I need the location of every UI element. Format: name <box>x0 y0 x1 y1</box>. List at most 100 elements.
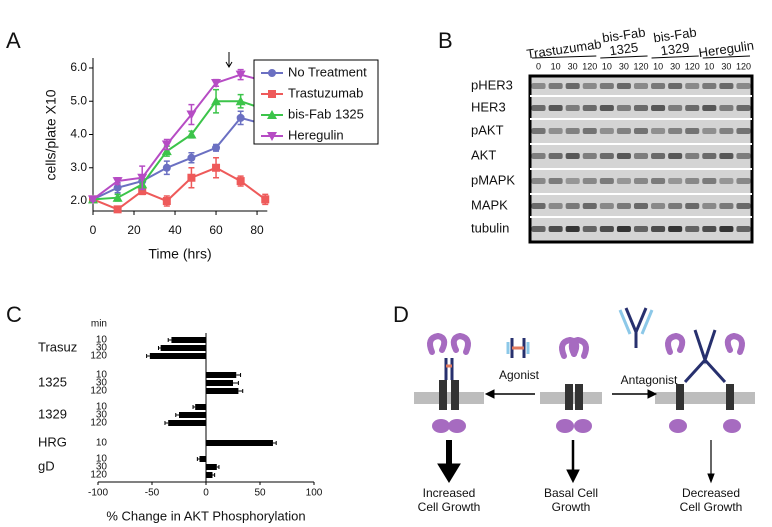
row-label: 10 <box>96 335 108 346</box>
marker <box>187 173 196 182</box>
band <box>531 226 546 232</box>
band <box>736 226 751 232</box>
band <box>633 178 649 184</box>
y-tick-label: 2.0 <box>70 193 87 207</box>
bar <box>199 456 206 462</box>
band <box>651 153 666 159</box>
membrane <box>655 392 755 404</box>
panel-b: pHER3 HER3 pAKT AKT pMAPK MAPK tubulin 0 10 30 120… <box>471 25 755 244</box>
outcome-label: Cell Growth <box>680 500 743 514</box>
outcome-label: Growth <box>552 500 591 514</box>
band <box>736 83 751 89</box>
band <box>548 178 563 184</box>
marker <box>112 192 123 202</box>
band <box>565 203 580 209</box>
y-tick-label: 5.0 <box>70 93 87 107</box>
row-label: 10 <box>96 454 108 465</box>
row-label: 10 <box>96 438 108 449</box>
marker <box>267 110 277 119</box>
row-label: 30 <box>96 378 108 389</box>
band <box>719 128 734 134</box>
bar <box>206 472 213 478</box>
legend-label: bis-Fab 1325 <box>288 106 364 121</box>
band <box>633 128 649 134</box>
bar <box>171 337 206 343</box>
band <box>702 128 717 134</box>
treatment-label: 1325 <box>608 40 639 59</box>
band <box>685 203 700 209</box>
y-tick-label: 3.0 <box>70 160 87 174</box>
band <box>548 105 563 111</box>
x-tick-label: 60 <box>209 223 223 237</box>
band <box>736 105 751 111</box>
treatment-bar <box>702 55 751 59</box>
bar <box>195 404 206 410</box>
band <box>582 203 597 209</box>
panel-label: D <box>393 302 409 327</box>
band <box>599 105 614 111</box>
error-bar <box>272 441 277 445</box>
error-bar <box>175 413 179 417</box>
bar <box>206 440 273 446</box>
series-line <box>92 116 266 201</box>
band <box>685 226 700 232</box>
x-tick-label: 0 <box>203 488 209 499</box>
x-tick-label: 40 <box>168 223 182 237</box>
series-line <box>92 73 266 201</box>
x-axis-label: % Change in AKT Phosphorylation <box>106 508 305 523</box>
x-axis-label: Time (hrs) <box>148 246 211 262</box>
antagonist-label: Antagonist <box>621 373 678 387</box>
treatment-label: bis-Fab <box>601 25 646 46</box>
band <box>702 105 717 111</box>
group-label: Trasuz <box>38 339 77 354</box>
marker <box>261 195 270 204</box>
band <box>719 203 734 209</box>
lane-label: 10 <box>551 61 561 71</box>
panel-label: A <box>6 28 21 53</box>
band <box>685 83 700 89</box>
row-label: AKT <box>471 147 496 162</box>
band <box>616 203 631 209</box>
treatment-label: 1329 <box>660 40 691 59</box>
marker <box>212 143 221 152</box>
band <box>582 226 597 232</box>
band <box>685 153 700 159</box>
band <box>599 203 614 209</box>
group-label: 1329 <box>38 406 67 421</box>
lane-label: 0 <box>536 61 541 71</box>
row-label: 30 <box>96 410 108 421</box>
band <box>719 178 734 184</box>
marker <box>268 90 276 98</box>
band <box>548 203 563 209</box>
band <box>582 83 597 89</box>
band <box>651 83 666 89</box>
band <box>565 83 580 89</box>
row-label: 120 <box>90 470 107 481</box>
error-bar <box>157 346 161 350</box>
lane-label: 10 <box>602 61 612 71</box>
bar <box>206 388 239 394</box>
row-label: 120 <box>90 418 107 429</box>
row-label: pMAPK <box>471 172 515 187</box>
bar <box>206 464 217 470</box>
marker <box>161 146 172 156</box>
x-tick-label: 80 <box>250 223 264 237</box>
outcome-label: Decreased <box>682 486 740 500</box>
kinase <box>432 419 741 433</box>
legend-label: No Treatment <box>288 64 367 79</box>
marker <box>113 183 122 192</box>
antibody <box>444 307 727 384</box>
lane-label: 10 <box>704 61 714 71</box>
band <box>582 178 597 184</box>
legend-label: Trastuzumab <box>288 85 363 100</box>
band <box>531 83 546 89</box>
blot-frame <box>528 74 754 244</box>
error-bar <box>167 338 172 342</box>
band <box>599 226 614 232</box>
band <box>565 105 580 111</box>
marker <box>236 113 245 122</box>
band <box>651 105 666 111</box>
bar <box>149 353 206 359</box>
row-label: 30 <box>96 343 108 354</box>
